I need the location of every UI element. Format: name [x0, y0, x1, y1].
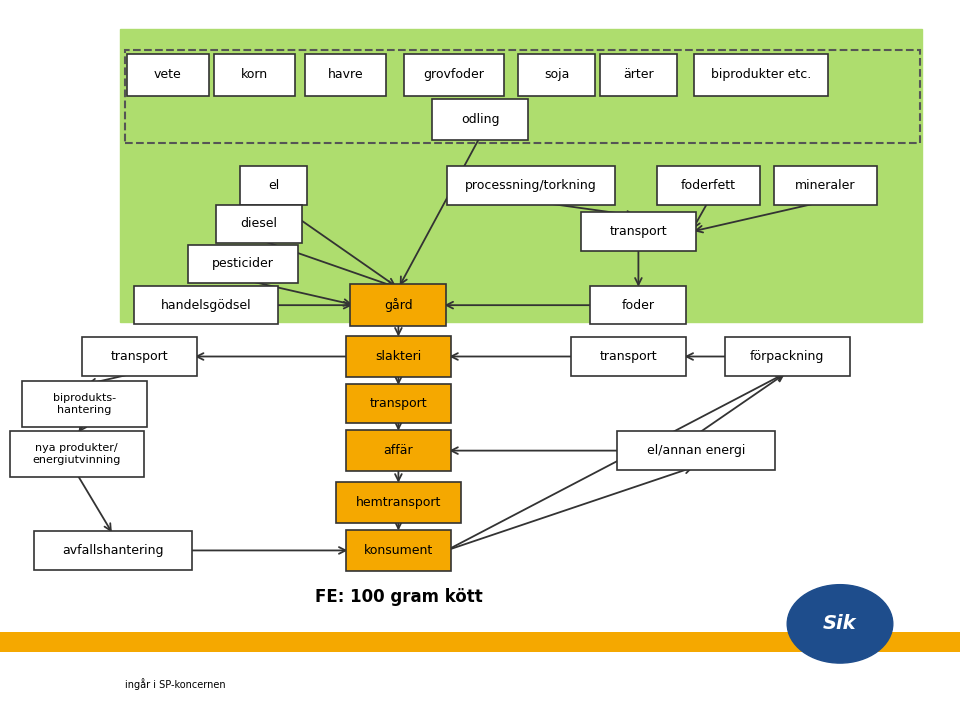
- Text: hemtransport: hemtransport: [356, 496, 441, 509]
- FancyBboxPatch shape: [127, 54, 208, 96]
- FancyBboxPatch shape: [518, 54, 595, 96]
- Text: konsument: konsument: [364, 544, 433, 557]
- FancyBboxPatch shape: [82, 337, 197, 376]
- Text: transport: transport: [110, 350, 168, 363]
- Text: foderfett: foderfett: [681, 179, 736, 192]
- Text: nya produkter/
energiutvinning: nya produkter/ energiutvinning: [33, 443, 121, 465]
- Text: soja: soja: [544, 68, 569, 81]
- Text: processning/torkning: processning/torkning: [465, 179, 597, 192]
- FancyBboxPatch shape: [403, 54, 505, 96]
- FancyBboxPatch shape: [432, 99, 528, 140]
- FancyBboxPatch shape: [581, 212, 696, 251]
- Text: förpackning: förpackning: [750, 350, 825, 363]
- Text: gård: gård: [384, 298, 413, 312]
- Text: transport: transport: [370, 397, 427, 410]
- FancyBboxPatch shape: [216, 205, 302, 243]
- Text: affär: affär: [384, 444, 413, 457]
- FancyBboxPatch shape: [0, 632, 960, 652]
- Text: havre: havre: [327, 68, 364, 81]
- Text: ingår i SP-koncernen: ingår i SP-koncernen: [125, 679, 226, 690]
- FancyBboxPatch shape: [600, 54, 677, 96]
- FancyBboxPatch shape: [22, 381, 147, 428]
- FancyBboxPatch shape: [336, 482, 461, 523]
- FancyBboxPatch shape: [120, 29, 922, 322]
- Text: el/annan energi: el/annan energi: [647, 444, 745, 457]
- Text: korn: korn: [241, 68, 268, 81]
- FancyBboxPatch shape: [240, 166, 307, 205]
- Text: grovfoder: grovfoder: [423, 68, 485, 81]
- Text: mineraler: mineraler: [795, 179, 856, 192]
- FancyBboxPatch shape: [346, 336, 451, 377]
- FancyBboxPatch shape: [350, 284, 446, 326]
- FancyBboxPatch shape: [446, 166, 615, 205]
- FancyBboxPatch shape: [725, 337, 850, 376]
- FancyBboxPatch shape: [213, 54, 296, 96]
- Text: FE: 100 gram kött: FE: 100 gram kött: [315, 588, 482, 607]
- FancyBboxPatch shape: [346, 530, 451, 571]
- Text: slakteri: slakteri: [375, 350, 421, 363]
- Text: vete: vete: [155, 68, 181, 81]
- FancyBboxPatch shape: [694, 54, 828, 96]
- FancyBboxPatch shape: [188, 245, 298, 283]
- FancyBboxPatch shape: [346, 430, 451, 471]
- Text: diesel: diesel: [241, 217, 277, 230]
- FancyBboxPatch shape: [346, 384, 451, 423]
- Text: foder: foder: [622, 299, 655, 312]
- Text: avfallshantering: avfallshantering: [62, 544, 164, 557]
- Circle shape: [787, 585, 893, 663]
- FancyBboxPatch shape: [590, 286, 686, 324]
- FancyBboxPatch shape: [571, 337, 686, 376]
- FancyBboxPatch shape: [657, 166, 760, 205]
- Text: transport: transport: [610, 225, 667, 238]
- FancyBboxPatch shape: [305, 54, 386, 96]
- Text: biprodukter etc.: biprodukter etc.: [711, 68, 811, 81]
- Text: transport: transport: [600, 350, 658, 363]
- FancyBboxPatch shape: [134, 286, 278, 324]
- Text: pesticider: pesticider: [212, 257, 274, 270]
- FancyBboxPatch shape: [10, 431, 144, 478]
- FancyBboxPatch shape: [35, 531, 192, 570]
- Text: el: el: [268, 179, 279, 192]
- Text: biprodukts-
hantering: biprodukts- hantering: [53, 394, 116, 415]
- Text: Sik: Sik: [823, 615, 857, 633]
- FancyBboxPatch shape: [616, 431, 776, 470]
- FancyBboxPatch shape: [774, 166, 877, 205]
- Text: odling: odling: [461, 113, 499, 126]
- Text: ärter: ärter: [623, 68, 654, 81]
- Text: handelsgödsel: handelsgödsel: [161, 299, 252, 312]
